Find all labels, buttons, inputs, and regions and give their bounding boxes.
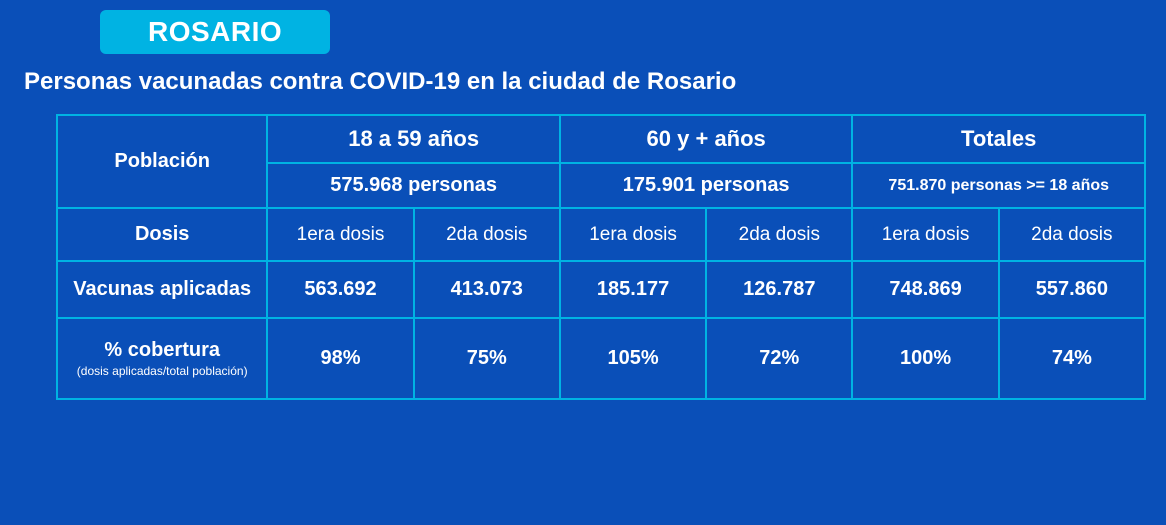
header-group-totales: Totales bbox=[852, 115, 1145, 163]
cov-g3-d2: 74% bbox=[999, 318, 1145, 399]
label-vacunas: Vacunas aplicadas bbox=[57, 261, 267, 318]
cov-g1-d1: 98% bbox=[267, 318, 413, 399]
cov-g2-d1: 105% bbox=[560, 318, 706, 399]
header-group-60plus: 60 y + años bbox=[560, 115, 853, 163]
cobertura-title: % cobertura bbox=[104, 339, 220, 361]
row-vacunas: Vacunas aplicadas 563.692 413.073 185.17… bbox=[57, 261, 1145, 318]
pop-60plus: 175.901 personas bbox=[560, 163, 853, 208]
cov-g2-d2: 72% bbox=[706, 318, 852, 399]
pop-18-59: 575.968 personas bbox=[267, 163, 560, 208]
header-row-1: Población 18 a 59 años 60 y + años Total… bbox=[57, 115, 1145, 163]
dose-g2-d2: 2da dosis bbox=[706, 208, 852, 261]
cov-g1-d2: 75% bbox=[414, 318, 560, 399]
vac-g3-d1: 748.869 bbox=[852, 261, 998, 318]
cobertura-note: (dosis aplicadas/total población) bbox=[68, 364, 256, 378]
vac-g1-d1: 563.692 bbox=[267, 261, 413, 318]
header-group-18-59: 18 a 59 años bbox=[267, 115, 560, 163]
vac-g2-d1: 185.177 bbox=[560, 261, 706, 318]
city-badge: ROSARIO bbox=[100, 10, 330, 54]
row-dosis: Dosis 1era dosis 2da dosis 1era dosis 2d… bbox=[57, 208, 1145, 261]
vac-g3-d2: 557.860 bbox=[999, 261, 1145, 318]
dose-g1-d1: 1era dosis bbox=[267, 208, 413, 261]
dose-g2-d1: 1era dosis bbox=[560, 208, 706, 261]
dose-g3-d2: 2da dosis bbox=[999, 208, 1145, 261]
vaccination-table: Población 18 a 59 años 60 y + años Total… bbox=[56, 114, 1146, 400]
dose-g1-d2: 2da dosis bbox=[414, 208, 560, 261]
row-cobertura: % cobertura (dosis aplicadas/total pobla… bbox=[57, 318, 1145, 399]
label-cobertura: % cobertura (dosis aplicadas/total pobla… bbox=[57, 318, 267, 399]
dose-g3-d1: 1era dosis bbox=[852, 208, 998, 261]
label-dosis: Dosis bbox=[57, 208, 267, 261]
cov-g3-d1: 100% bbox=[852, 318, 998, 399]
pop-totales: 751.870 personas >= 18 años bbox=[852, 163, 1145, 208]
vac-g1-d2: 413.073 bbox=[414, 261, 560, 318]
vac-g2-d2: 126.787 bbox=[706, 261, 852, 318]
header-poblacion: Población bbox=[57, 115, 267, 208]
page-subtitle: Personas vacunadas contra COVID-19 en la… bbox=[24, 68, 1146, 96]
